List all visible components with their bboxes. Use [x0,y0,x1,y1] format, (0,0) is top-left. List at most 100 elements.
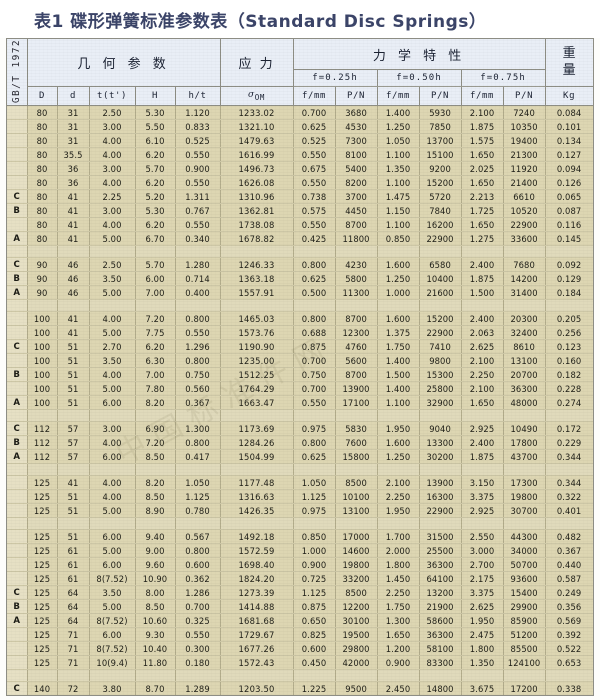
table-row[interactable]: 125 71 8(7.52) 10.40 0.300 1677.26 0.600 29800 1… [7,641,593,657]
cell-t: 6.00 [89,449,136,465]
table-row[interactable]: 125 61 5.00 9.00 0.800 1572.59 1.000 14600 2.000… [7,543,593,559]
cell-D: 125 [27,599,58,615]
cell-f2: 1.250 [377,271,420,287]
table-row[interactable]: 125 51 6.00 9.40 0.567 1492.18 0.850 17000 1.700… [7,529,593,545]
table-row[interactable]: A 112 57 6.00 8.50 0.417 1504.99 0.625 15800 1.25… [7,449,593,465]
table-row[interactable]: B 90 46 3.50 6.00 0.714 1363.18 0.625 5800 1.250 1… [7,271,593,287]
table-row[interactable]: 125 51 4.00 8.50 1.125 1316.63 1.125 10100 2.250… [7,489,593,505]
cell-H: 8.50 [135,489,176,505]
cell-H: 11.80 [135,655,176,671]
table-row[interactable]: 125 61 6.00 9.60 0.600 1698.40 0.900 19800 1.800… [7,557,593,573]
table-row[interactable]: C 100 51 2.70 6.20 1.296 1190.90 0.875 4760 1.750… [7,339,593,355]
cell-P2: 36300 [419,627,462,643]
cell-sigma: 1572.43 [220,655,294,671]
separator-cell [89,669,136,683]
table-row[interactable]: 125 41 4.00 8.20 1.050 1177.48 1.050 8500 2.100 1… [7,475,593,491]
cell-f2: 1.000 [377,285,420,301]
cell-f1: 1.125 [293,489,336,505]
header-loadcase-1: f=0.25h [293,69,378,88]
table-row[interactable]: 100 41 5.00 7.75 0.550 1573.76 0.688 12300 1.375… [7,325,593,341]
separator-cell [293,245,336,259]
table-row[interactable]: 80 35.5 4.00 6.20 0.550 1616.99 0.550 8100 1.100… [7,147,593,163]
cell-t: 6.00 [89,557,136,573]
cell-P2: 6580 [419,257,462,273]
table-row[interactable]: 125 71 10(9.4) 11.80 0.180 1572.43 0.450 42000 0… [7,655,593,671]
col-header-f2: f/mm [377,86,420,107]
table-row[interactable]: 80 36 3.00 5.70 0.900 1496.73 0.675 5400 1.350 92… [7,161,593,177]
table-row[interactable]: 80 31 4.00 6.10 0.525 1479.63 0.525 7300 1.050 13… [7,133,593,149]
cell-d: 57 [57,435,90,451]
table-row[interactable]: A 125 64 8(7.52) 10.60 0.325 1681.68 0.650 30100… [7,613,593,629]
separator-cell [419,245,462,259]
separator-cell [293,409,336,423]
table-row[interactable]: C 112 57 3.00 6.90 1.300 1173.69 0.975 5830 1.950… [7,421,593,437]
cell-H: 8.50 [135,449,176,465]
table-row[interactable]: B 100 51 4.00 7.00 0.750 1512.25 0.750 8700 1.500… [7,367,593,383]
cell-sigma: 1698.40 [220,557,294,573]
cell-f1: 0.738 [293,189,336,205]
separator-cell [220,463,294,477]
cell-D: 80 [27,161,58,177]
table-row[interactable]: 125 51 5.00 8.90 0.780 1426.35 0.975 13100 1.950… [7,503,593,519]
table-row[interactable]: C 90 46 2.50 5.70 1.280 1246.33 0.800 4230 1.600 6… [7,257,593,273]
cell-f3: 2.925 [461,503,504,519]
table-row[interactable]: 80 31 3.00 5.50 0.833 1321.10 0.625 4530 1.250 78… [7,119,593,135]
cell-h-over-t: 1.311 [175,189,221,205]
cell-P3: 32400 [503,325,546,341]
table-body: 80 31 2.50 5.30 1.120 1233.02 0.700 3680 1.400 59… [7,105,593,695]
cell-h-over-t: 1.286 [175,585,221,601]
cell-H: 6.20 [135,339,176,355]
table-row[interactable]: C 125 64 3.50 8.00 1.286 1273.39 1.125 8500 2.250… [7,585,593,601]
cell-P1: 7300 [335,133,378,149]
separator-cell [293,517,336,531]
cell-f3: 1.875 [461,119,504,135]
cell-P3: 85900 [503,613,546,629]
cell-class: B [7,599,28,615]
cell-d: 51 [57,367,90,383]
table-row[interactable]: 100 41 4.00 7.20 0.800 1465.03 0.800 8700 1.600 1… [7,311,593,327]
cell-P3: 17300 [503,475,546,491]
cell-P3: 93600 [503,571,546,587]
cell-f2: 1.700 [377,529,420,545]
cell-f3: 2.400 [461,311,504,327]
cell-f2: 1.050 [377,133,420,149]
separator-cell [503,299,546,313]
cell-P3: 11920 [503,161,546,177]
table-row[interactable]: 100 51 3.50 6.30 0.800 1235.00 0.700 5600 1.400 9… [7,353,593,369]
table-row[interactable]: 100 51 5.00 7.80 0.560 1764.29 0.700 13900 1.400… [7,381,593,397]
table-row[interactable]: A 100 51 6.00 8.20 0.367 1663.47 0.550 17100 1.10… [7,395,593,411]
cell-D: 125 [27,571,58,587]
cell-P1: 5600 [335,353,378,369]
cell-d: 51 [57,353,90,369]
table-row[interactable]: A 90 46 5.00 7.00 0.400 1557.91 0.500 11300 1.000… [7,285,593,301]
table-row[interactable]: B 80 41 3.00 5.30 0.767 1362.81 0.575 4450 1.150 7… [7,203,593,219]
separator-cell [27,245,58,259]
cell-P2: 64100 [419,571,462,587]
table-row[interactable]: 80 41 4.00 6.20 0.550 1738.08 0.550 8700 1.100 16… [7,217,593,233]
cell-sigma: 1235.00 [220,353,294,369]
cell-weight: 0.569 [545,613,593,629]
cell-class [7,571,28,587]
table-row[interactable]: 80 36 4.00 6.20 0.550 1626.08 0.550 8200 1.100 15… [7,175,593,191]
cell-h-over-t: 0.340 [175,231,221,247]
table-row[interactable]: 125 61 8(7.52) 10.90 0.362 1824.20 0.725 33200 1… [7,571,593,587]
table-row[interactable]: 125 71 6.00 9.30 0.550 1729.67 0.825 19500 1.650… [7,627,593,643]
cell-t: 4.00 [89,147,136,163]
cell-h-over-t: 1.125 [175,489,221,505]
cell-h-over-t: 0.325 [175,613,221,629]
cell-H: 10.90 [135,571,176,587]
table-row[interactable]: B 125 64 5.00 8.50 0.700 1414.88 0.875 12200 1.75… [7,599,593,615]
table-row[interactable]: C 140 72 3.80 8.70 1.289 1203.50 1.225 9500 2.450… [7,681,593,695]
separator-cell [135,299,176,313]
table-row[interactable]: A 80 41 5.00 6.70 0.340 1678.82 0.425 11800 0.850… [7,231,593,247]
table-row[interactable]: B 112 57 4.00 7.20 0.800 1284.26 0.800 7600 1.600… [7,435,593,451]
separator-cell [27,669,58,683]
cell-weight: 0.653 [545,655,593,671]
cell-H: 10.40 [135,641,176,657]
separator-cell [220,517,294,531]
table-row[interactable]: 80 31 2.50 5.30 1.120 1233.02 0.700 3680 1.400 59… [7,105,593,121]
table-separator-row [7,299,593,313]
table-row[interactable]: C 80 41 2.25 5.20 1.311 1310.96 0.738 3700 1.475 5… [7,189,593,205]
cell-P1: 8500 [335,475,378,491]
cell-d: 41 [57,231,90,247]
